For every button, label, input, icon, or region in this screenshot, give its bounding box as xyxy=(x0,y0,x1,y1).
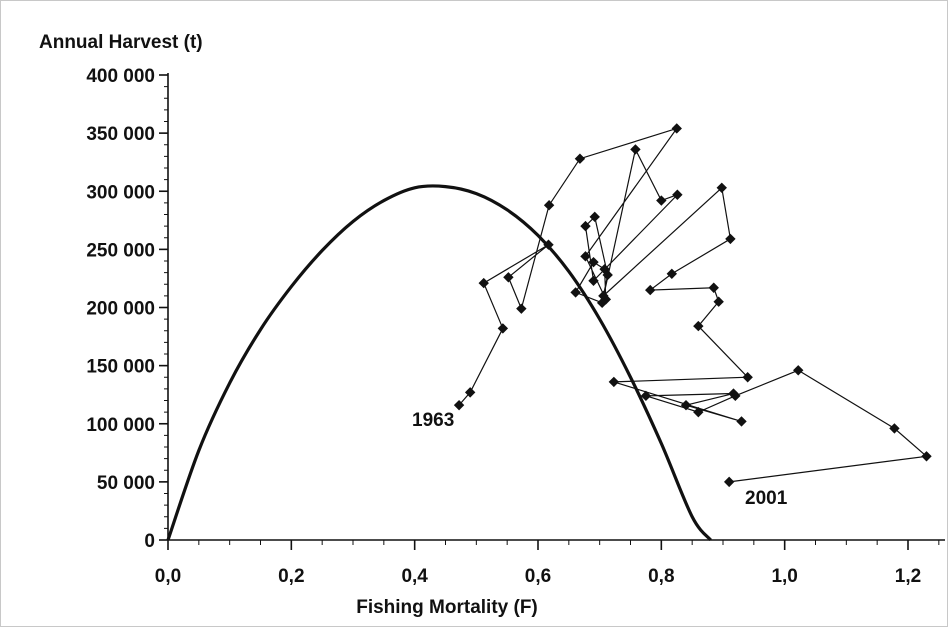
data-point-marker xyxy=(672,189,683,200)
yield-curve-line xyxy=(166,184,712,542)
data-point-marker xyxy=(723,476,735,488)
y-tick-label: 200 000 xyxy=(86,299,155,320)
data-point-marker xyxy=(630,144,641,155)
data-point-marker xyxy=(608,376,620,388)
data-point-marker xyxy=(708,282,719,293)
data-point-marker xyxy=(598,290,609,302)
data-point-marker xyxy=(478,277,489,289)
x-tick-label: 0,6 xyxy=(525,566,551,587)
data-point-marker xyxy=(693,320,704,332)
x-tick-label: 1,2 xyxy=(895,566,921,587)
y-tick-label: 100 000 xyxy=(86,415,155,436)
data-point-marker xyxy=(516,303,527,314)
data-point-marker xyxy=(596,297,608,309)
data-point-marker xyxy=(736,416,747,427)
data-point-marker xyxy=(588,256,599,268)
data-point-marker xyxy=(580,251,591,262)
data-point-marker xyxy=(464,387,476,398)
data-point-marker xyxy=(666,268,678,279)
data-point-marker xyxy=(497,323,509,334)
data-point-marker xyxy=(793,365,804,376)
y-axis-title: Annual Harvest (t) xyxy=(39,32,203,53)
data-point-marker xyxy=(503,272,514,283)
year-annotation: 2001 xyxy=(745,488,788,509)
data-point-marker xyxy=(602,269,613,281)
data-point-marker xyxy=(921,451,932,462)
x-tick-label: 0,4 xyxy=(401,566,428,587)
data-point-marker xyxy=(543,239,554,250)
y-tick-label: 300 000 xyxy=(86,182,155,203)
data-point-marker xyxy=(645,284,656,296)
x-tick-label: 0,8 xyxy=(648,566,674,587)
axes: 0 50 000 100 000 150 000 200 000 250 000 300 0… xyxy=(86,66,945,587)
data-point-marker xyxy=(543,200,555,211)
data-point-marker xyxy=(589,211,600,223)
data-point-marker xyxy=(713,296,724,307)
y-tick-label: 350 000 xyxy=(86,124,155,145)
data-point-marker xyxy=(580,220,591,232)
x-tick-label: 0,2 xyxy=(278,566,304,587)
data-point-marker xyxy=(453,399,465,411)
y-tick-label: 150 000 xyxy=(86,357,155,378)
y-tick-label: 250 000 xyxy=(86,240,155,261)
data-point-marker xyxy=(671,123,682,134)
data-point-marker xyxy=(574,153,586,164)
y-tick-label: 50 000 xyxy=(97,473,155,494)
x-axis-title: Fishing Mortality (F) xyxy=(356,597,538,618)
data-point-marker xyxy=(599,263,610,275)
data-point-marker xyxy=(716,182,727,193)
data-point-marker xyxy=(656,195,667,206)
data-point-marker xyxy=(725,233,736,245)
data-point-marker xyxy=(640,390,652,402)
y-tick-label: 0 xyxy=(144,531,155,552)
x-tick-label: 0,0 xyxy=(155,566,181,587)
data-point-marker xyxy=(730,390,741,402)
x-tick-label: 1,0 xyxy=(771,566,797,587)
harvest-series-line xyxy=(458,127,928,483)
y-tick-label: 400 000 xyxy=(86,66,155,87)
data-point-marker xyxy=(680,399,692,411)
data-point-marker xyxy=(588,275,599,286)
data-point-marker xyxy=(889,423,900,434)
data-point-marker xyxy=(742,372,753,383)
chart-marks xyxy=(166,123,932,542)
data-point-marker xyxy=(570,287,581,298)
annotations: 1963 2001 xyxy=(412,410,788,509)
data-point-marker xyxy=(693,406,704,418)
year-annotation: 1963 xyxy=(412,410,454,431)
